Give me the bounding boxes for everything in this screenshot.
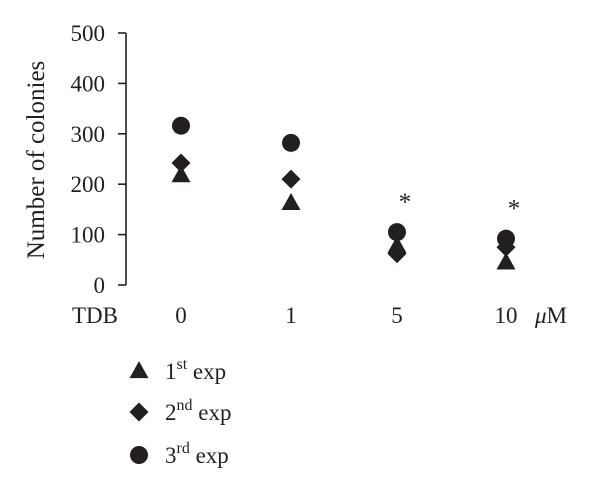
y-tick-label: 0 [94,273,106,298]
x-unit-label: μM [534,303,567,328]
legend-label: 1st exp [165,356,226,384]
y-tick-label: 400 [71,71,106,96]
x-tick-label: 0 [175,303,187,328]
point-diamond [387,244,407,264]
y-tick-label: 300 [71,122,106,147]
legend-marker-diamond [129,402,149,422]
point-circle [172,116,190,135]
data-marks: * * [171,116,521,270]
point-diamond [171,153,191,173]
legend-marker-triangle [129,361,149,379]
axes: 0 100 200 300 400 500 0 1 5 10 μM [71,21,568,328]
point-triangle [281,192,301,210]
point-triangle [496,252,516,270]
legend-label: 2nd exp [165,397,231,425]
y-tick-label: 500 [71,21,106,46]
x-tick-label: 10 [495,303,518,328]
y-axis-label: Number of colonies [23,61,50,260]
x-tick-label: 1 [285,303,297,328]
point-circle [282,133,300,152]
point-circle [388,223,406,242]
significance-asterisk: * [508,196,521,223]
point-triangle [171,165,191,183]
point-circle [497,229,515,248]
y-tick-label: 100 [71,223,106,248]
significance-asterisk: * [399,189,412,216]
point-diamond [281,169,301,189]
legend: 1st exp 2nd exp 3rd exp [129,356,231,468]
x-axis-label: TDB [72,303,118,328]
legend-marker-circle [130,446,148,464]
legend-label: 3rd exp [165,440,229,468]
y-tick-label: 200 [71,172,106,197]
x-tick-label: 5 [391,303,403,328]
